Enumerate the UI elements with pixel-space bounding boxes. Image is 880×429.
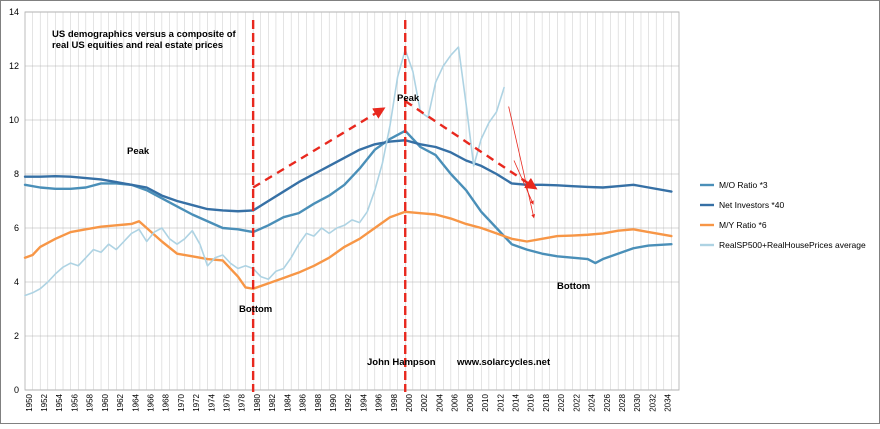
x-tick-label: 1972 [192, 393, 201, 411]
x-tick-label: 2004 [435, 393, 444, 411]
x-tick-label: 1968 [162, 393, 171, 411]
x-tick-label: 2008 [466, 393, 475, 411]
annotation-bottom-right: Bottom [557, 281, 590, 292]
vertical-markers [251, 20, 407, 392]
annotation-peak-center: Peak [397, 93, 420, 104]
x-tick-label: 1980 [253, 393, 262, 411]
x-tick-label: 2020 [557, 393, 566, 411]
x-tick-label: 2026 [603, 393, 612, 411]
thin-arrow-2 [513, 160, 534, 205]
legend-label-2: Net Investors *40 [719, 200, 784, 210]
x-tick-label: 2018 [542, 393, 551, 411]
x-tick-label: 2014 [512, 393, 521, 411]
x-tick-label: 2016 [527, 393, 536, 411]
x-tick-label: 2022 [572, 393, 581, 411]
y-tick-label: 0 [14, 385, 19, 395]
x-tick-label: 1990 [329, 393, 338, 411]
series-line-2 [23, 139, 673, 213]
x-tick-label: 1952 [40, 393, 49, 411]
x-tick-label: 1956 [70, 393, 79, 411]
y-tick-label: 12 [9, 61, 19, 71]
x-tick-label: 1992 [344, 393, 353, 411]
y-tick-label: 6 [14, 223, 19, 233]
trend-arrows [252, 100, 538, 219]
x-tick-label: 2034 [664, 393, 673, 411]
x-tick-label: 2030 [633, 393, 642, 411]
chart-title-line-1: US demographics versus a composite of [52, 29, 237, 40]
x-tick-label: 1950 [25, 393, 34, 411]
x-tick-label: 1994 [359, 393, 368, 411]
x-tick-label: 1974 [207, 393, 216, 411]
y-tick-label: 2 [14, 331, 19, 341]
x-tick-label: 1970 [177, 393, 186, 411]
x-tick-label: 1962 [116, 393, 125, 411]
x-tick-label: 1988 [314, 393, 323, 411]
x-tick-label: 2000 [405, 393, 414, 411]
legend-label-4: RealSP500+RealHousePrices average [719, 240, 866, 250]
x-tick-label: 1954 [55, 393, 64, 411]
x-tick-label: 2028 [618, 393, 627, 411]
x-tick-label: 1958 [86, 393, 95, 411]
x-tick-label: 1966 [146, 393, 155, 411]
x-axis-ticks: 1950 1952 1954 1956 1958 1960 1962 1964 1966 1968… [25, 393, 673, 411]
x-tick-label: 2006 [451, 393, 460, 411]
x-tick-label: 1996 [375, 393, 384, 411]
legend-label-1: M/O Ratio *3 [719, 180, 768, 190]
x-tick-label: 2024 [588, 393, 597, 411]
x-tick-label: 1998 [390, 393, 399, 411]
credit-site: www.solarcycles.net [456, 357, 551, 368]
series-line-4 [24, 46, 505, 297]
y-tick-label: 10 [9, 115, 19, 125]
thin-arrow-1 [508, 106, 536, 219]
x-tick-label: 1976 [223, 393, 232, 411]
y-axis-ticks: 0 2 4 6 8 10 12 14 [9, 7, 19, 395]
trend-arrow-1 [252, 107, 386, 189]
x-tick-label: 1984 [283, 393, 292, 411]
x-tick-label: 2032 [648, 393, 657, 411]
x-tick-label: 2012 [496, 393, 505, 411]
credit-name: John Hampson [367, 357, 436, 368]
x-tick-label: 1986 [299, 393, 308, 411]
x-tick-label: 2002 [420, 393, 429, 411]
x-tick-label: 1978 [238, 393, 247, 411]
annotation-bottom-left: Bottom [239, 304, 272, 315]
legend: M/O Ratio *3 Net Investors *40 M/Y Ratio *… [700, 180, 866, 250]
series-line-3 [23, 210, 673, 290]
x-tick-label: 2010 [481, 393, 490, 411]
x-tick-label: 1964 [131, 393, 140, 411]
y-tick-label: 8 [14, 169, 19, 179]
chart-title-line-2: real US equities and real estate prices [52, 40, 223, 51]
series-lines [23, 46, 673, 297]
trend-arrow-2 [404, 100, 538, 190]
legend-label-3: M/Y Ratio *6 [719, 220, 767, 230]
gridlines [24, 11, 680, 391]
y-tick-label: 4 [14, 277, 19, 287]
y-tick-label: 14 [9, 7, 19, 17]
x-tick-label: 1982 [268, 393, 277, 411]
annotation-peak-left: Peak [127, 146, 150, 157]
x-tick-label: 1960 [101, 393, 110, 411]
